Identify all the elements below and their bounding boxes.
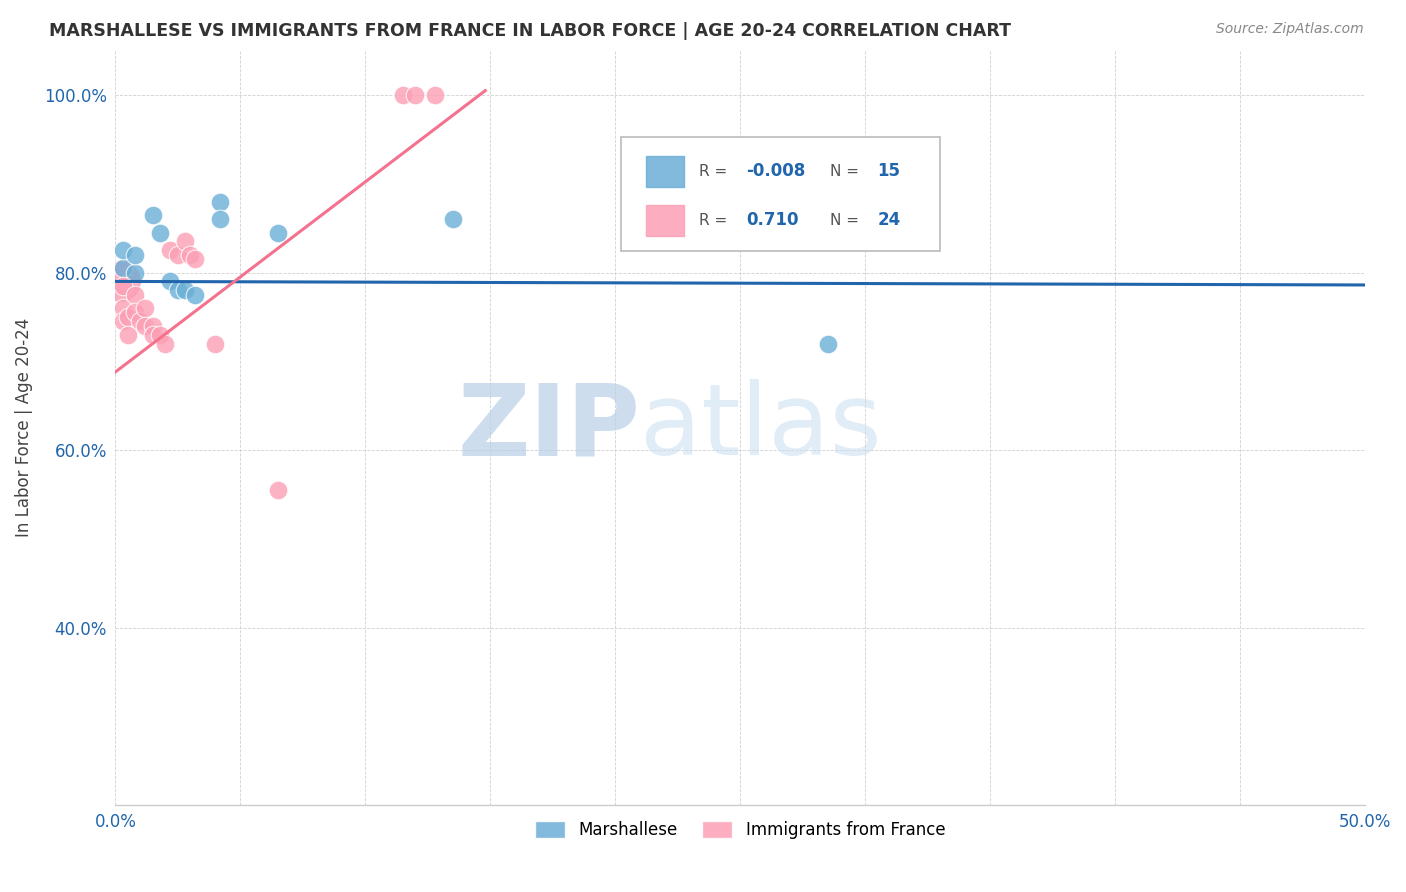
- Point: [142, 208, 165, 222]
- Point: [111, 278, 134, 293]
- Point: [149, 327, 172, 342]
- Text: 0.710: 0.710: [747, 211, 799, 229]
- Point: [111, 261, 134, 276]
- Point: [111, 314, 134, 328]
- Point: [391, 88, 413, 103]
- Point: [134, 301, 156, 315]
- Point: [111, 301, 134, 315]
- Text: N =: N =: [830, 164, 863, 179]
- Point: [184, 252, 207, 267]
- Text: N =: N =: [830, 213, 863, 227]
- Bar: [647, 204, 683, 236]
- Point: [204, 336, 226, 351]
- Point: [159, 244, 181, 258]
- Point: [209, 194, 232, 209]
- Point: [124, 266, 146, 280]
- Text: -0.008: -0.008: [747, 162, 806, 180]
- Point: [441, 212, 464, 227]
- Point: [117, 327, 139, 342]
- Point: [149, 226, 172, 240]
- Point: [184, 287, 207, 301]
- Point: [124, 287, 146, 301]
- Point: [129, 314, 152, 328]
- Point: [142, 318, 165, 333]
- Text: atlas: atlas: [640, 379, 882, 476]
- Point: [404, 88, 426, 103]
- Point: [267, 226, 290, 240]
- Point: [134, 318, 156, 333]
- Point: [174, 283, 197, 297]
- Point: [817, 336, 839, 351]
- Point: [209, 212, 232, 227]
- Text: R =: R =: [699, 164, 733, 179]
- Text: Source: ZipAtlas.com: Source: ZipAtlas.com: [1216, 22, 1364, 37]
- Point: [124, 305, 146, 319]
- Point: [167, 248, 190, 262]
- Text: MARSHALLESE VS IMMIGRANTS FROM FRANCE IN LABOR FORCE | AGE 20-24 CORRELATION CHA: MARSHALLESE VS IMMIGRANTS FROM FRANCE IN…: [49, 22, 1011, 40]
- Legend: Marshallese, Immigrants from France: Marshallese, Immigrants from France: [529, 814, 952, 846]
- Point: [155, 336, 177, 351]
- Point: [124, 248, 146, 262]
- Bar: [647, 155, 683, 187]
- Text: 24: 24: [877, 211, 901, 229]
- Y-axis label: In Labor Force | Age 20-24: In Labor Force | Age 20-24: [15, 318, 32, 538]
- Text: ZIP: ZIP: [457, 379, 640, 476]
- Text: R =: R =: [699, 213, 733, 227]
- Point: [174, 235, 197, 249]
- Point: [111, 244, 134, 258]
- Point: [425, 88, 447, 103]
- Point: [159, 274, 181, 288]
- Text: 15: 15: [877, 162, 901, 180]
- FancyBboxPatch shape: [621, 137, 941, 251]
- Point: [142, 327, 165, 342]
- Point: [117, 310, 139, 324]
- Point: [167, 283, 190, 297]
- Point: [267, 483, 290, 497]
- Point: [179, 248, 201, 262]
- Point: [110, 274, 132, 288]
